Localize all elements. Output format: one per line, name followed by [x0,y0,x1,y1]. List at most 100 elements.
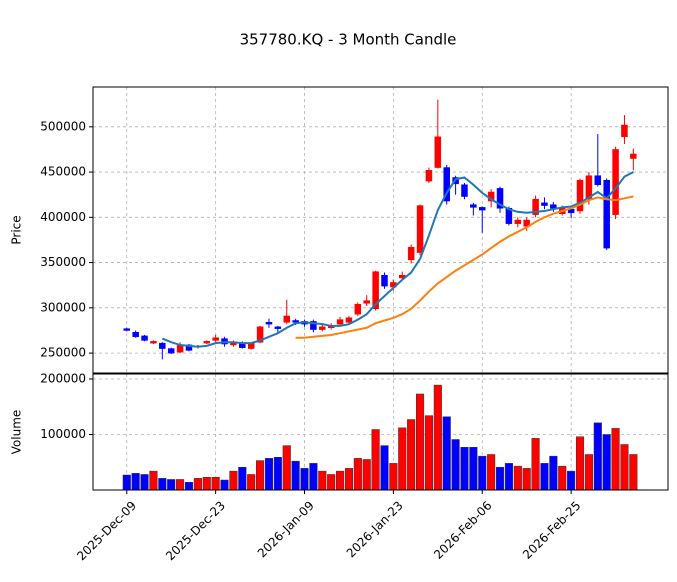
volume-bar [247,474,256,491]
candle-body [541,202,548,206]
volume-bar [504,463,513,491]
volume-bar [478,455,487,491]
candle-body [532,198,539,215]
candle-body [336,319,344,325]
volume-bar [318,470,327,491]
candle-body [381,275,388,287]
candle-body [434,136,442,168]
volume-bar [380,445,389,491]
volume-bar [602,434,611,491]
y-tick-label: 400000 [40,210,86,224]
volume-bar [460,447,469,491]
candle-body [345,317,353,323]
volume-bar [264,458,274,491]
candle-body [461,184,468,197]
volume-axis-label: Volume [10,410,24,455]
volume-bar [442,416,451,491]
candle-body [310,321,317,330]
volume-bar [300,468,309,491]
volume-bar [389,463,398,491]
candle-body [603,179,610,249]
volume-bar [327,474,336,491]
candle-body [123,328,131,331]
candle-body [407,246,415,261]
volume-bar [424,415,433,491]
volume-bar [549,455,558,491]
volume-bar [407,419,416,491]
candle-body [212,337,219,341]
candle-body [372,271,379,309]
volume-bar [469,447,478,491]
volume-bar [487,454,496,491]
volume-bar [522,468,531,491]
volume-bar [371,429,380,491]
candle-body [283,315,290,323]
chart-title: 357780.KQ - 3 Month Candle [240,31,457,49]
y-tick-label: 250000 [40,346,86,360]
candle-body [612,149,619,215]
candle-body [319,326,326,330]
volume-bar [344,468,354,491]
volume-bar [211,476,220,491]
y-axis-label: Price [10,215,24,244]
x-tick-label: 2026-Jan-23 [344,498,406,560]
volume-bar [193,478,202,491]
volume-bar [540,463,549,491]
volume-bar [415,393,425,491]
volume-bar [611,428,620,491]
y-tick-label: 450000 [40,165,86,179]
candle-body [443,167,450,202]
candle-body [496,188,504,209]
price-panel-frame [92,86,669,374]
volume-bar [309,463,318,491]
volume-bar [353,458,362,491]
candle-body [416,205,424,253]
moving-average-line [295,195,634,339]
candle-body [150,341,157,344]
y-tick-label: 100000 [40,427,86,441]
volume-bar [282,445,291,491]
candle-body [363,300,370,304]
volume-bar [629,454,638,491]
y-tick-label: 500000 [40,119,86,133]
volume-bar [451,439,460,491]
candle-body [159,342,166,349]
candle-body [479,207,486,211]
candle-body [354,303,362,315]
volume-bar [140,474,149,491]
y-tick-label: 200000 [40,371,86,385]
volume-bar [575,436,585,491]
volume-bar [620,444,629,491]
volume-bar [567,470,576,491]
candle-body [630,153,637,159]
x-tick-label: 2025-Dec-09 [74,498,139,563]
volume-bar [176,479,185,491]
volume-bar [149,470,158,491]
y-tick-label: 350000 [40,255,86,269]
volume-bar [167,479,176,491]
candle-body [621,124,628,138]
volume-bar [273,457,282,491]
candle-body [132,332,139,338]
candle-body [594,175,602,185]
candle-body [256,326,264,343]
x-tick-label: 2025-Dec-23 [163,498,228,563]
volume-bar [184,481,194,491]
volume-bar [513,465,522,491]
candle-body [274,326,282,329]
x-tick-label: 2026-Jan-09 [255,498,317,560]
candle-body [203,341,211,344]
volume-bar [220,479,229,491]
volume-bar [584,454,593,491]
volume-panel-frame [92,373,669,491]
volume-bar [433,384,442,491]
candle-body [141,335,148,341]
y-tick-label: 300000 [40,300,86,314]
volume-bar [531,438,540,491]
volume-bar [336,470,345,491]
volume-bar [202,476,211,491]
volume-bar [131,473,140,491]
volume-bar [238,466,247,491]
volume-bar [495,466,505,491]
